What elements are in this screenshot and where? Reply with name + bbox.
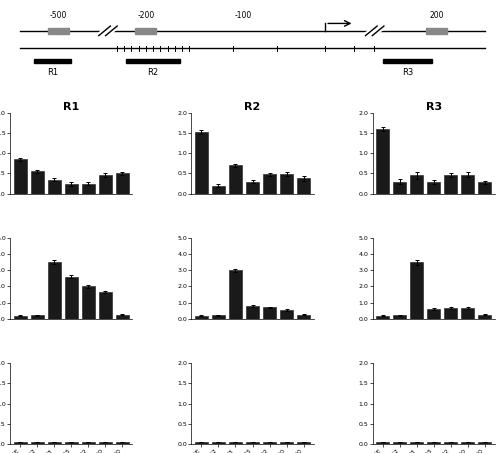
Text: R3: R3 (402, 68, 413, 77)
Bar (478, 315, 491, 319)
Bar (410, 442, 423, 444)
Bar (116, 442, 128, 444)
Bar (229, 270, 242, 319)
Text: -500: -500 (50, 10, 67, 19)
Bar (14, 442, 26, 444)
Bar (31, 315, 44, 319)
Bar (99, 292, 112, 319)
Bar (65, 183, 78, 193)
Bar (280, 442, 293, 444)
Bar (297, 178, 310, 193)
Bar (410, 175, 423, 193)
Bar (444, 442, 457, 444)
Bar (212, 186, 225, 193)
Bar (280, 310, 293, 319)
Text: -200: -200 (137, 10, 154, 19)
Title: R1: R1 (63, 102, 80, 112)
Bar (212, 315, 225, 319)
Text: R2: R2 (148, 68, 158, 77)
Bar (394, 442, 406, 444)
Bar (462, 175, 474, 193)
Bar (229, 442, 242, 444)
Bar (99, 442, 112, 444)
Bar (82, 286, 94, 319)
Bar (384, 59, 432, 63)
Bar (31, 171, 44, 193)
Bar (478, 183, 491, 193)
Title: R2: R2 (244, 102, 260, 112)
Bar (246, 306, 259, 319)
Bar (263, 308, 276, 319)
Bar (478, 442, 491, 444)
Bar (376, 129, 389, 193)
Bar (14, 316, 26, 319)
Bar (116, 173, 128, 193)
Text: -100: -100 (234, 10, 252, 19)
Bar (263, 442, 276, 444)
Bar (444, 308, 457, 319)
Bar (31, 442, 44, 444)
Bar (246, 182, 259, 193)
Bar (116, 315, 128, 319)
Title: R3: R3 (426, 102, 442, 112)
Bar (428, 442, 440, 444)
Bar (394, 315, 406, 319)
Bar (263, 174, 276, 193)
Text: 200: 200 (430, 10, 444, 19)
Text: R1: R1 (47, 68, 58, 77)
Bar (297, 442, 310, 444)
Bar (48, 442, 60, 444)
Bar (426, 28, 448, 34)
Bar (48, 179, 60, 193)
Bar (246, 442, 259, 444)
Bar (48, 262, 60, 319)
Bar (82, 183, 94, 193)
Bar (65, 277, 78, 319)
Bar (48, 28, 69, 34)
Bar (34, 59, 70, 63)
Bar (14, 159, 26, 193)
Bar (462, 308, 474, 319)
Bar (82, 442, 94, 444)
Bar (126, 59, 180, 63)
Bar (135, 28, 156, 34)
Bar (394, 182, 406, 193)
Bar (410, 262, 423, 319)
Bar (212, 442, 225, 444)
Bar (376, 316, 389, 319)
Bar (462, 442, 474, 444)
Bar (195, 316, 208, 319)
Bar (195, 132, 208, 193)
Bar (280, 174, 293, 193)
Bar (444, 175, 457, 193)
Bar (428, 309, 440, 319)
Bar (195, 442, 208, 444)
Bar (428, 182, 440, 193)
Bar (65, 442, 78, 444)
Bar (376, 442, 389, 444)
Bar (99, 175, 112, 193)
Bar (297, 315, 310, 319)
Bar (229, 165, 242, 193)
